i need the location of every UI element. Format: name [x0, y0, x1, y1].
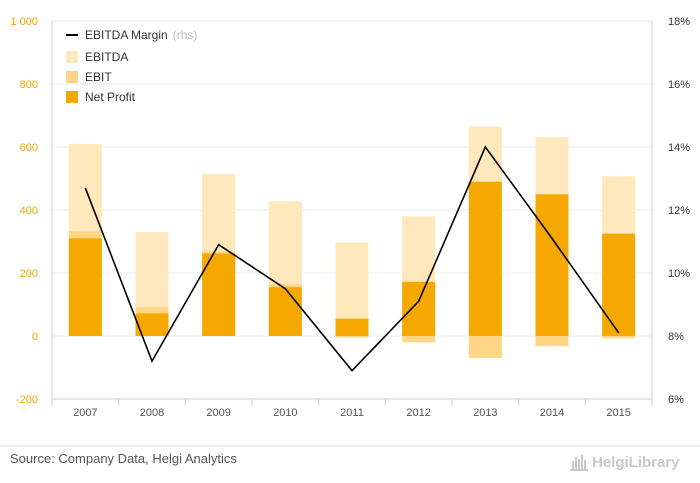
- net-profit-bar: [535, 194, 569, 336]
- ebit-bar: [335, 336, 369, 338]
- x-tick-label: 2011: [340, 407, 364, 419]
- x-tick-label: 2012: [406, 407, 430, 419]
- left-tick-label: 400: [20, 205, 38, 217]
- ebit-bar: [468, 336, 502, 359]
- right-tick-label: 18%: [668, 16, 690, 28]
- legend-swatch-ebitda: [66, 51, 78, 63]
- logo-text: HelgiLibrary: [592, 454, 680, 471]
- legend-label-net-profit: Net Profit: [85, 90, 136, 104]
- source-text: Source: Company Data, Helgi Analytics: [10, 451, 237, 466]
- x-tick-label: 2008: [140, 407, 164, 419]
- legend-rhs-note: (rhs): [173, 28, 198, 42]
- net-profit-bar: [335, 318, 369, 336]
- axes: -200 0 200 400 600 800 1 000 6% 8% 10% 12% 14% 16% 18…: [10, 16, 690, 419]
- net-profit-bar: [202, 253, 236, 336]
- ebit-bar: [402, 336, 436, 343]
- right-tick-label: 12%: [668, 205, 690, 217]
- legend: EBITDA Margin (rhs) EBITDA EBIT Net Profit: [66, 28, 197, 104]
- ebit-bar: [602, 336, 636, 339]
- ebit-bar: [535, 336, 569, 347]
- left-tick-label: 0: [32, 331, 38, 343]
- margin-line-layer: [84, 145, 620, 372]
- x-tick-label: 2009: [206, 407, 230, 419]
- left-tick-label: 1 000: [10, 16, 38, 28]
- right-tick-label: 16%: [668, 79, 690, 91]
- x-tick-label: 2015: [606, 407, 630, 419]
- logo-mark-icon: [570, 455, 588, 471]
- legend-label-ebit: EBIT: [85, 70, 112, 84]
- right-tick-label: 10%: [668, 268, 690, 280]
- left-tick-label: 600: [20, 142, 38, 154]
- right-tick-label: 14%: [668, 142, 690, 154]
- right-tick-label: 6%: [668, 394, 684, 406]
- legend-swatch-net-profit: [66, 91, 78, 103]
- net-profit-bar: [135, 313, 169, 336]
- net-profit-bar: [468, 181, 502, 336]
- left-tick-label: -200: [16, 394, 38, 406]
- bars: [68, 126, 636, 359]
- legend-label-ebitda-margin: EBITDA Margin: [85, 28, 168, 42]
- left-tick-label: 800: [20, 79, 38, 91]
- helgi-library-logo: HelgiLibrary: [570, 454, 680, 471]
- net-profit-bar: [402, 281, 436, 336]
- x-tick-label: 2014: [540, 407, 564, 419]
- ebitda-margin-line: [84, 145, 620, 372]
- legend-label-ebitda: EBITDA: [85, 50, 128, 64]
- net-profit-bar: [268, 287, 302, 336]
- left-tick-label: 200: [20, 268, 38, 280]
- x-tick-label: 2007: [73, 407, 97, 419]
- x-tick-label: 2010: [273, 407, 297, 419]
- x-tick-label: 2013: [473, 407, 497, 419]
- legend-swatch-ebit: [66, 71, 78, 83]
- net-profit-bar: [68, 238, 102, 336]
- net-profit-bar: [602, 233, 636, 336]
- right-tick-label: 8%: [668, 331, 684, 343]
